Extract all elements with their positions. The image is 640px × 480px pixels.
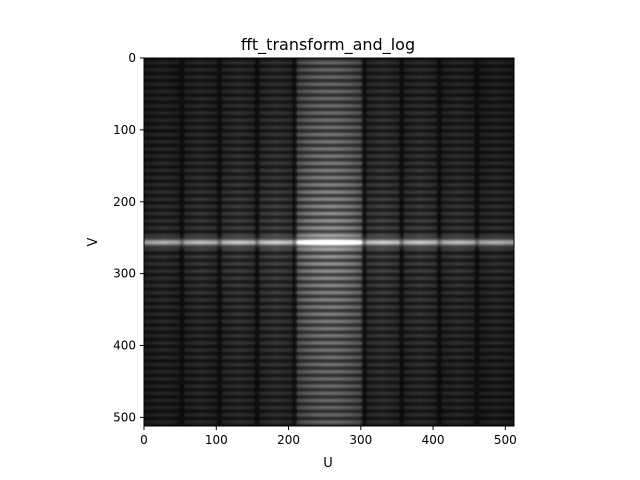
- y-tick-label: 0: [128, 51, 136, 65]
- axes-frame: [143, 57, 515, 427]
- x-axis-ticks: 0 100 200 300 400 500: [140, 426, 517, 447]
- y-tick-label: 200: [113, 195, 136, 209]
- x-tick-label: 500: [494, 433, 517, 447]
- y-tick-label: 300: [113, 267, 136, 281]
- x-tick-label: 100: [205, 433, 228, 447]
- x-tick-label: 0: [140, 433, 148, 447]
- y-tick-label: 500: [113, 410, 136, 424]
- x-axis-label: U: [323, 456, 333, 471]
- y-axis-label: V: [86, 237, 101, 246]
- y-tick-label: 100: [113, 123, 136, 137]
- y-tick-label: 400: [113, 339, 136, 353]
- x-tick-label: 400: [422, 433, 445, 447]
- plot-area: [143, 57, 515, 427]
- y-axis-ticks: 0 100 200 300 400 500: [113, 51, 144, 424]
- heatmap-image: [144, 58, 514, 426]
- x-tick-label: 300: [349, 433, 372, 447]
- chart-title: fft_transform_and_log: [241, 35, 415, 55]
- x-tick-label: 200: [277, 433, 300, 447]
